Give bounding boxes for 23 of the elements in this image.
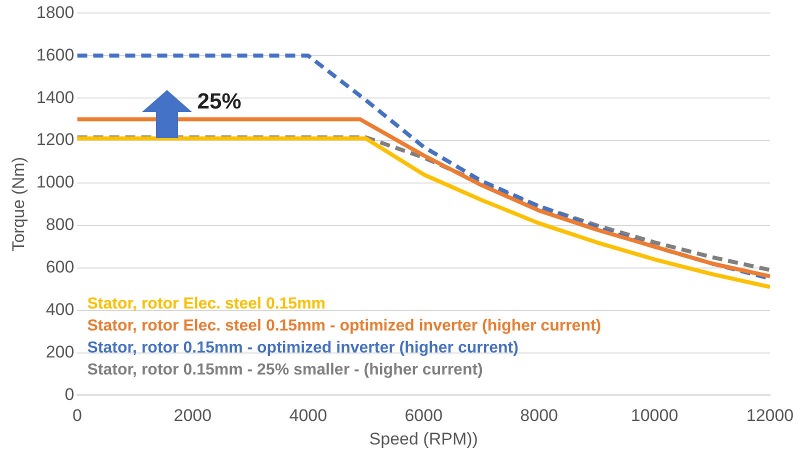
x-tick-label: 10000 [630,406,678,426]
y-tick-label: 1600 [36,45,74,64]
text: Stator, rotor 0.15mm - optimized inverter (higher current) [87,340,518,357]
y-tick-label: 1400 [36,88,74,107]
text: Stator, rotor 0.15mm - 25% smaller - (higher current) [87,362,483,379]
y-tick-label: 400 [46,300,74,319]
x-tick-label: 8000 [520,406,558,426]
x-axis-title: Speed (RPM)) [369,429,478,448]
y-tick-label: 800 [46,215,74,234]
text: Stator, rotor Elec. steel 0.15mm [87,296,326,313]
y-tick-label: 1200 [36,130,74,150]
y-tick-label: 200 [46,342,74,362]
y-axis-title: Torque (Nm) [8,156,28,252]
x-tick-label: 12000 [746,406,794,426]
y-tick-label: 1800 [36,2,74,22]
x-tick-label: 6000 [404,406,443,426]
y-tick-label: 600 [46,258,74,277]
y-tick-label: 0 [64,384,74,404]
text: Stator, rotor Elec. steel 0.15mm - optimized inverter (higher current) [87,318,602,335]
annotation: 25% [197,88,242,114]
x-tick-label: 4000 [289,406,328,426]
x-tick-label: 2000 [174,406,212,426]
y-tick-label: 1000 [36,172,74,192]
